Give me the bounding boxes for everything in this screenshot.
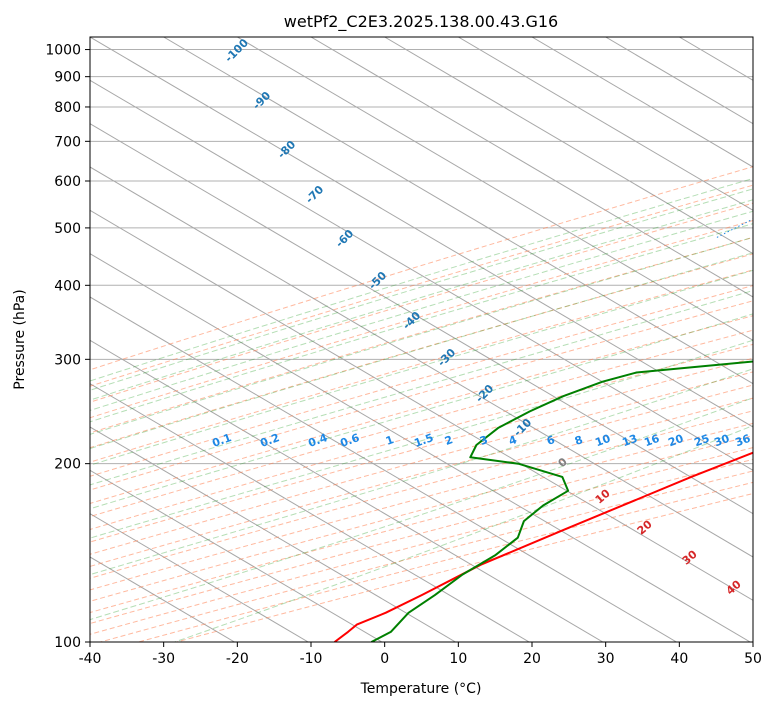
mixing-ratio-label: 0.6 xyxy=(338,431,361,450)
dry-adiabat-line xyxy=(90,253,753,449)
isotherm-line xyxy=(90,79,753,471)
mixing-ratio-label: 2 xyxy=(443,433,455,448)
x-axis-ticks: -40 -30 -20 -10 0 10 20 30 40 50 xyxy=(79,642,762,667)
mixing-ratio-label: 4 xyxy=(507,433,519,448)
isotherm-line xyxy=(237,37,753,341)
dry-adiabat-line xyxy=(90,343,753,530)
mixing-ratio-label: 3 xyxy=(478,433,490,448)
isotherm-line xyxy=(90,426,456,642)
x-tick-label: 50 xyxy=(744,651,762,667)
mixing-ratio-label: 10 xyxy=(593,432,612,450)
x-tick-label: -30 xyxy=(152,651,175,667)
isotherm-line xyxy=(384,37,753,255)
mixing-ratio-label: 0.2 xyxy=(258,431,281,450)
dry-adiabat-line xyxy=(90,285,753,477)
dewpoint-trace xyxy=(370,360,753,642)
isotherm-line xyxy=(90,209,753,601)
isotherm-line xyxy=(90,123,753,515)
dry-adiabat-line xyxy=(90,219,753,419)
y-tick-label: 500 xyxy=(54,221,81,237)
dry-adiabat-line xyxy=(90,357,753,543)
y-tick-label: 700 xyxy=(54,134,81,150)
x-tick-label: 30 xyxy=(597,651,615,667)
mixing-ratio-label: 6 xyxy=(545,433,557,448)
dry-adiabat-line xyxy=(90,236,753,434)
moist-adiabats xyxy=(90,178,753,642)
isotherm-line xyxy=(163,37,753,385)
dry-adiabat-line xyxy=(90,269,753,463)
y-tick-label: 400 xyxy=(54,278,81,294)
y-tick-label: 600 xyxy=(54,174,81,190)
dry-adiabat-line xyxy=(90,300,753,491)
moist-adiabat-line xyxy=(90,269,753,466)
moist-adiabat-line xyxy=(90,188,753,391)
grid-lines xyxy=(90,37,753,642)
x-tick-label: -20 xyxy=(226,651,249,667)
x-tick-label: 0 xyxy=(380,651,389,667)
y-axis-label: Pressure (hPa) xyxy=(12,289,28,389)
data-series xyxy=(333,360,753,642)
moist-adiabat-line xyxy=(90,252,753,450)
moist-adiabat-line xyxy=(90,210,753,411)
y-tick-label: 300 xyxy=(54,352,81,368)
moist-adiabat-line xyxy=(90,223,753,423)
dry-adiabat-line xyxy=(90,202,753,403)
mixing-ratio-label: 1 xyxy=(384,433,396,448)
dry-adiabat-line xyxy=(90,166,753,371)
dry-adiabat-line xyxy=(90,371,753,555)
chart-title: wetPf2_C2E3.2025.138.00.43.G16 xyxy=(284,12,558,32)
mixing-ratio-label: 0.1 xyxy=(210,431,233,450)
isotherm-line xyxy=(90,166,753,558)
dry-adiabat-line xyxy=(90,384,753,567)
isotherm-line xyxy=(458,37,753,211)
isotherm-line xyxy=(90,469,383,642)
isotherm-line xyxy=(90,339,604,642)
mixing-ratio-label: 30 xyxy=(712,432,731,450)
mixing-ratio-label: 13 xyxy=(620,432,639,449)
isotherm-line xyxy=(90,37,753,428)
moist-adiabat-line xyxy=(90,178,753,382)
y-tick-label: 1000 xyxy=(45,43,81,59)
x-tick-label: -10 xyxy=(300,651,323,667)
moist-adiabat-line xyxy=(90,290,753,486)
x-axis-label: Temperature (°C) xyxy=(360,681,482,697)
mixing-ratio-label: 16 xyxy=(642,432,661,450)
isotherm-line xyxy=(90,383,530,642)
x-tick-label: 10 xyxy=(449,651,467,667)
mixing-ratio-label: 0.4 xyxy=(306,431,329,450)
isotherm-line xyxy=(531,37,753,168)
y-axis-ticks: 100 200 300 400 500 600 700 800 900 1000 xyxy=(45,43,90,651)
x-tick-label: 20 xyxy=(523,651,541,667)
moist-adiabat-line xyxy=(90,199,753,401)
mixing-ratio-label: 25 xyxy=(692,432,711,449)
x-tick-label: 40 xyxy=(670,651,688,667)
mixing-ratio-label: 36 xyxy=(733,432,752,450)
plot-area xyxy=(90,37,753,642)
y-tick-label: 100 xyxy=(54,635,81,651)
mixing-ratio-label: 1.5 xyxy=(412,431,435,450)
dry-adiabat-line xyxy=(90,315,753,504)
isotherm-line xyxy=(90,253,751,642)
x-tick-label: -40 xyxy=(79,651,102,667)
y-tick-label: 800 xyxy=(54,100,81,116)
isotherm-line xyxy=(90,296,677,642)
y-tick-label: 900 xyxy=(54,70,81,86)
y-tick-label: 200 xyxy=(54,457,81,473)
dry-adiabats xyxy=(90,166,753,642)
mixing-ratio-label: 20 xyxy=(666,432,685,450)
dry-adiabat-line xyxy=(90,329,753,518)
moist-adiabat-line xyxy=(90,313,753,510)
isotherm-line xyxy=(310,37,753,298)
plot-frame xyxy=(89,36,754,643)
mixing-ratio-label: 8 xyxy=(573,433,585,448)
